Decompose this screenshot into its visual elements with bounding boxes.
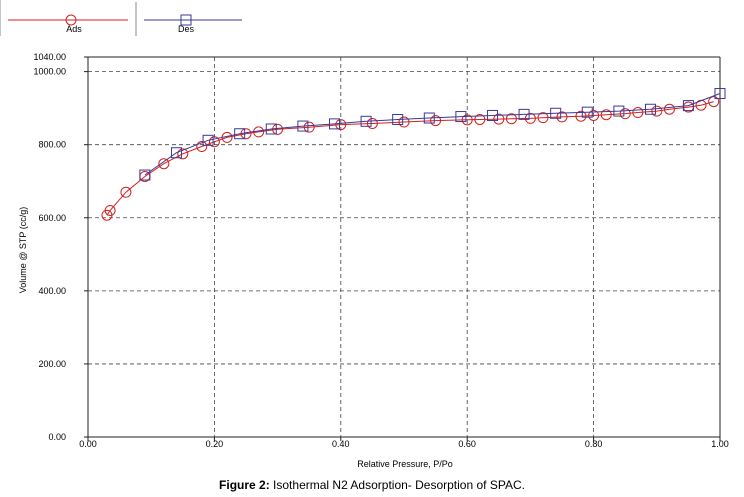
y-tick-label: 800.00 [38, 140, 66, 150]
data-point-ads [430, 115, 442, 127]
data-point-des [234, 128, 246, 140]
y-tick-label: 600.00 [38, 213, 66, 223]
data-point-ads [177, 148, 189, 160]
data-point-des [613, 105, 625, 117]
data-point-ads [600, 109, 612, 121]
data-point-ads [708, 96, 720, 108]
data-point-des [455, 111, 467, 123]
data-point-des [297, 120, 309, 132]
data-point-ads [208, 136, 220, 148]
data-point-ads [651, 105, 663, 117]
data-point-ads [575, 110, 587, 122]
legend: Ads Des [0, 0, 242, 36]
legend-ads-label: Ads [66, 24, 82, 34]
data-point-des [644, 103, 656, 115]
data-point-ads [366, 118, 378, 129]
series-line-ads [106, 101, 714, 216]
data-point-des [486, 109, 498, 121]
legend-des-marker [180, 14, 192, 26]
data-point-ads [303, 121, 315, 133]
x-tick-label: 0.00 [79, 439, 97, 449]
x-tick-label: 0.80 [585, 439, 603, 449]
data-point-ads [493, 113, 505, 125]
data-point-ads [461, 114, 473, 126]
data-point-ads [474, 113, 486, 125]
y-tick-label: 1000.00 [33, 67, 66, 77]
data-point-des [423, 112, 435, 124]
figure-caption-label: Figure 2: [219, 478, 270, 492]
data-point-ads [588, 109, 600, 121]
data-point-ads [537, 112, 549, 124]
y-tick-label: 200.00 [38, 359, 66, 369]
data-point-ads [505, 113, 517, 125]
axes: 0.00 200.00 400.00 600.00 800.00 1000.00 1040.… [33, 52, 728, 449]
data-point-des [518, 108, 530, 120]
data-point-ads [158, 158, 170, 170]
data-point-ads [632, 107, 644, 119]
data-point-ads [104, 204, 116, 216]
data-point-ads [120, 186, 132, 198]
isotherm-chart: Ads Des 0.00 200.00 400.00 600.00 800.00 1000… [0, 0, 729, 469]
x-tick-label: 0.40 [332, 439, 350, 449]
data-point-ads [619, 108, 631, 120]
data-point-des [392, 113, 404, 125]
data-point-des [328, 118, 340, 130]
data-point-des [682, 100, 694, 112]
y-axis-title: Volume @ STP (cc/g) [18, 207, 28, 294]
x-tick-label: 1.00 [711, 439, 729, 449]
figure-caption: Figure 2: Isothermal N2 Adsorption- Deso… [0, 478, 744, 492]
data-point-ads [335, 119, 347, 131]
data-point-ads [556, 111, 568, 123]
figure-caption-text: Isothermal N2 Adsorption- Desorption of … [269, 478, 525, 492]
data-point-des [581, 106, 593, 118]
data-point-ads [398, 116, 410, 128]
data-point-des [139, 169, 151, 181]
y-tick-label: 1040.00 [33, 52, 66, 62]
data-point-des [550, 107, 562, 119]
series-line-des [144, 93, 721, 176]
legend-des-label: Des [178, 24, 195, 34]
data-point-des [265, 123, 277, 135]
data-point-ads [196, 141, 208, 153]
y-tick-label: 400.00 [38, 286, 66, 296]
series [101, 88, 726, 221]
x-axis-title: Relative Pressure, P/Po [357, 459, 453, 469]
data-point-des [360, 115, 372, 127]
x-tick-label: 0.60 [458, 439, 476, 449]
data-point-des [170, 147, 182, 159]
y-tick-label: 0.00 [48, 432, 66, 442]
x-tick-label: 0.20 [206, 439, 224, 449]
data-point-ads [524, 112, 536, 124]
data-point-ads [663, 103, 675, 115]
data-point-des [714, 88, 726, 100]
data-point-des [202, 134, 214, 146]
legend-ads-marker [65, 14, 77, 26]
